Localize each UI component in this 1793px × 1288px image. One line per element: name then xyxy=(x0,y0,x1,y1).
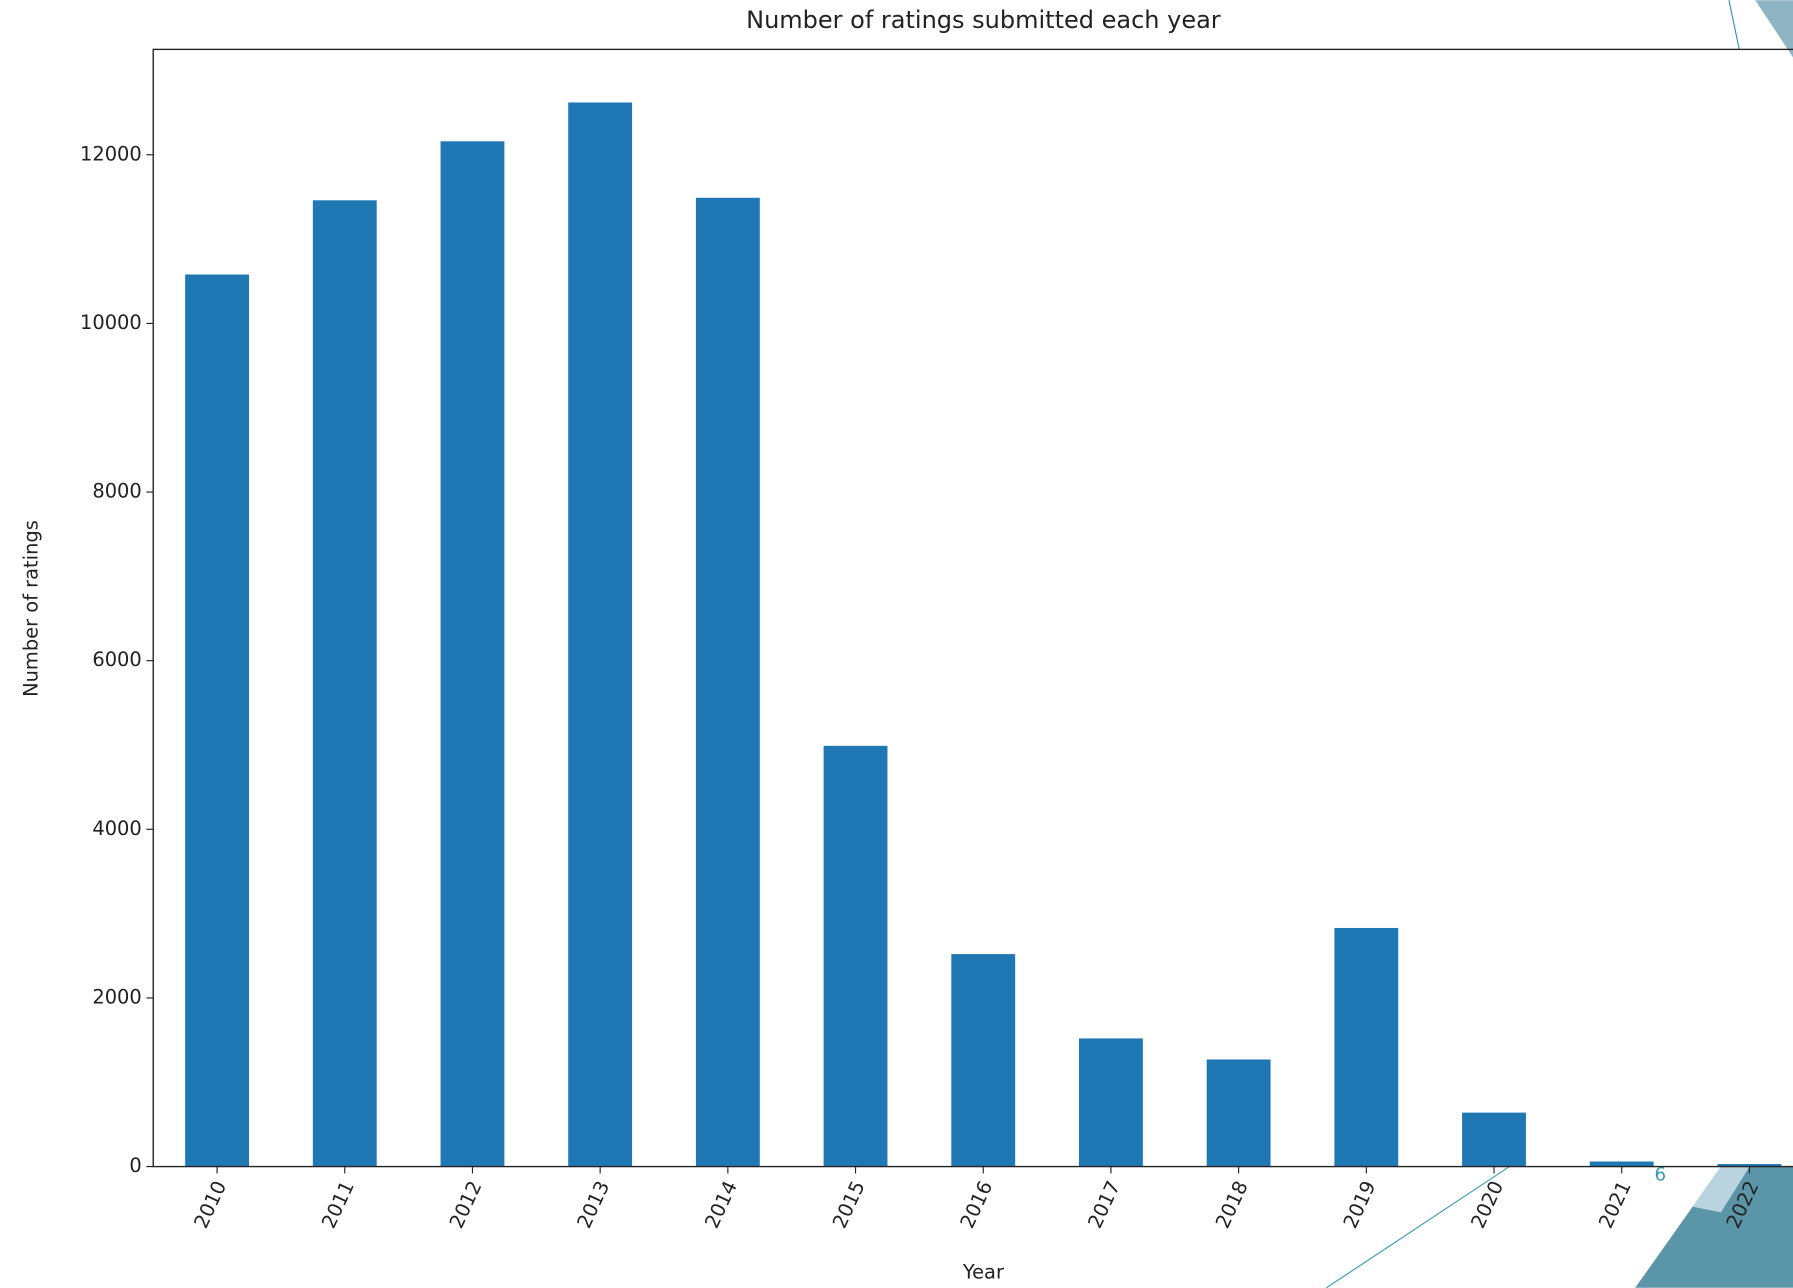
y-tick-label: 12000 xyxy=(80,142,142,165)
bar xyxy=(951,954,1016,1167)
y-axis-label: Number of ratings xyxy=(20,520,43,697)
y-tick-label: 4000 xyxy=(92,817,141,840)
decor-line xyxy=(1728,0,1740,50)
x-tick-label: 2019 xyxy=(1339,1177,1381,1232)
x-axis-label: Year xyxy=(962,1260,1004,1283)
axes-frame xyxy=(152,48,1793,1168)
y-tick-label: 8000 xyxy=(92,480,141,503)
bar xyxy=(312,200,377,1167)
bar xyxy=(1717,1164,1782,1167)
bar xyxy=(1079,1038,1143,1167)
y-tick-label: 6000 xyxy=(92,648,141,671)
bar xyxy=(1206,1059,1271,1167)
x-tick-label: 2011 xyxy=(317,1177,359,1232)
x-tick-label: 2021 xyxy=(1594,1177,1636,1232)
y-tick-label: 0 xyxy=(129,1154,141,1177)
chart-title: Number of ratings submitted each year xyxy=(746,6,1221,34)
x-tick-label: 2016 xyxy=(956,1177,998,1232)
y-tick-label: 2000 xyxy=(92,985,141,1008)
page-number: 6 xyxy=(1655,1165,1667,1186)
bar xyxy=(1462,1112,1526,1167)
decor-corner xyxy=(1692,1166,1750,1213)
bar xyxy=(823,745,888,1167)
bar xyxy=(185,274,249,1167)
x-tick-label: 2014 xyxy=(700,1177,742,1232)
bar xyxy=(1334,927,1399,1167)
decor-corner xyxy=(1728,0,1793,58)
x-tick-label: 2017 xyxy=(1083,1177,1125,1232)
x-tick-label: 2010 xyxy=(189,1177,231,1232)
decor-line xyxy=(1326,1166,1510,1288)
decor-corner xyxy=(1635,1166,1793,1288)
x-tick-label: 2015 xyxy=(828,1177,870,1232)
x-tick-label: 2020 xyxy=(1466,1177,1508,1232)
x-tick-label: 2013 xyxy=(573,1177,615,1232)
bar xyxy=(695,197,760,1167)
bar xyxy=(440,141,505,1167)
x-tick-label: 2012 xyxy=(445,1177,487,1232)
bar xyxy=(1589,1161,1654,1167)
y-tick-label: 10000 xyxy=(80,311,142,334)
x-tick-label: 2018 xyxy=(1211,1177,1253,1232)
bar xyxy=(568,102,633,1167)
